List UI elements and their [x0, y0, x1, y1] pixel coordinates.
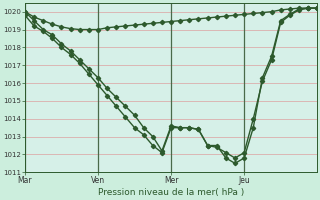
X-axis label: Pression niveau de la mer( hPa ): Pression niveau de la mer( hPa )	[98, 188, 244, 197]
